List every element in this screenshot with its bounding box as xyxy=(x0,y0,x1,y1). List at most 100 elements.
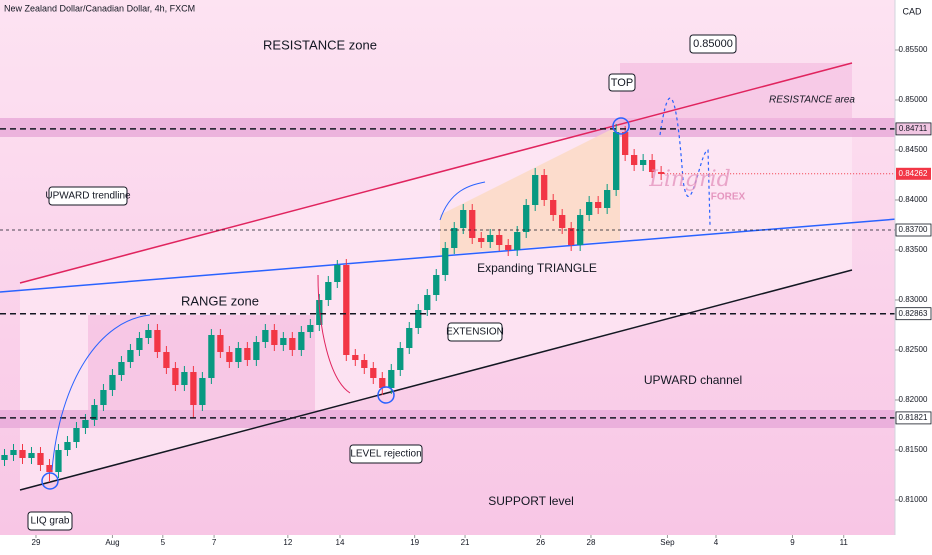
candle-body xyxy=(613,132,620,190)
x-tick-label: 19 xyxy=(410,538,419,547)
candle-body xyxy=(100,390,107,405)
candle-body xyxy=(541,175,548,200)
candle-body xyxy=(648,160,656,172)
arrow xyxy=(51,314,151,471)
candle-body xyxy=(370,368,377,378)
support-zone-band xyxy=(0,410,895,428)
candle-body xyxy=(289,338,296,350)
candle-body xyxy=(622,132,629,155)
y-tick-label: 0.85000 xyxy=(899,95,928,104)
candle-body xyxy=(172,368,179,385)
level-label: 0.83700 xyxy=(899,225,928,234)
x-tick-label: 28 xyxy=(587,538,596,547)
candle-body xyxy=(1,455,8,460)
annotation: TOP xyxy=(611,77,633,89)
candle-body xyxy=(379,378,386,388)
candle-body xyxy=(217,335,224,352)
candle-body xyxy=(325,282,332,300)
level-label-box xyxy=(895,223,932,237)
resistance-line xyxy=(19,62,853,284)
level-label: 0.81821 xyxy=(899,413,928,422)
annotation: 0.85000 xyxy=(693,38,733,50)
candle-body xyxy=(280,338,287,345)
candle-body xyxy=(532,175,539,205)
annotation: Expanding TRIANGLE xyxy=(477,261,597,275)
candle-body xyxy=(361,360,368,368)
x-tick-label: 26 xyxy=(536,538,545,547)
marker-circle xyxy=(612,117,630,135)
candle-body xyxy=(424,295,431,310)
candle-body xyxy=(136,338,143,350)
watermark: Lingrid xyxy=(648,167,731,192)
x-tick-label: 7 xyxy=(212,538,217,547)
candle-body xyxy=(37,453,44,465)
candle-body xyxy=(595,202,602,208)
y-tick-label: 0.84000 xyxy=(899,195,928,204)
candle-body xyxy=(334,265,341,282)
annotation: RESISTANCE area xyxy=(769,95,855,106)
candle-body xyxy=(460,210,467,228)
y-tick-label: 0.81500 xyxy=(899,445,928,454)
candle-body xyxy=(82,420,89,428)
channel-line xyxy=(19,269,853,491)
candle-body xyxy=(244,348,251,360)
x-tick-label: 9 xyxy=(790,538,795,547)
time-axis xyxy=(0,535,895,550)
candle-body xyxy=(91,405,98,420)
y-tick-label: 0.83000 xyxy=(899,295,928,304)
annotation: UPWARD trendline xyxy=(45,191,131,202)
candle-body xyxy=(469,210,476,238)
annotation-box xyxy=(447,322,503,342)
watermark: FOREX xyxy=(711,192,746,203)
x-tick-label: 29 xyxy=(32,538,41,547)
annotation-box xyxy=(608,73,636,92)
candle-body xyxy=(630,155,638,165)
candle-body xyxy=(657,172,665,174)
candle-body xyxy=(253,342,260,360)
candle-body xyxy=(451,228,458,248)
x-tick-label: 21 xyxy=(461,538,470,547)
candle-body xyxy=(298,332,305,350)
annotation: EXTENSION xyxy=(446,327,504,338)
candle-body xyxy=(307,325,314,332)
candle-body xyxy=(505,245,512,250)
level-label: 0.84711 xyxy=(899,124,928,133)
x-tick-label: Sep xyxy=(660,538,675,547)
candle-body xyxy=(478,238,485,242)
candle-body xyxy=(388,370,395,388)
y-tick-label: 0.83500 xyxy=(899,245,928,254)
candle-body xyxy=(235,348,242,362)
annotation: SUPPORT level xyxy=(488,494,574,508)
annotation: LEVEL rejection xyxy=(350,449,421,460)
candle-body xyxy=(433,275,440,295)
y-tick-label: 0.81000 xyxy=(899,495,928,504)
x-tick-label: 4 xyxy=(714,538,719,547)
x-tick-label: 5 xyxy=(161,538,166,547)
candle-body xyxy=(406,328,413,348)
candle-body xyxy=(568,228,575,245)
candle-body xyxy=(487,235,494,242)
candle-body xyxy=(316,300,323,325)
marks xyxy=(0,124,895,482)
candle-body xyxy=(397,348,404,370)
candle-body xyxy=(199,378,206,405)
arrow xyxy=(439,181,486,221)
candle-body xyxy=(190,372,197,405)
x-tick-label: 14 xyxy=(336,538,345,547)
candle-body xyxy=(415,310,422,328)
annotation: UPWARD channel xyxy=(644,373,742,387)
candle-body xyxy=(154,330,161,352)
candle-body xyxy=(127,350,134,362)
candle-body xyxy=(352,355,359,360)
triangle-area xyxy=(440,125,620,255)
x-tick-label: 12 xyxy=(283,538,292,547)
candle-body xyxy=(550,200,557,215)
y-tick-label: 0.84500 xyxy=(899,145,928,154)
candle-body xyxy=(514,232,521,250)
annotation-box xyxy=(27,511,73,531)
resistance-zone-band xyxy=(0,118,895,137)
candle-body xyxy=(577,215,584,245)
x-tick-label: Aug xyxy=(105,538,119,547)
annotation-box xyxy=(48,186,128,206)
